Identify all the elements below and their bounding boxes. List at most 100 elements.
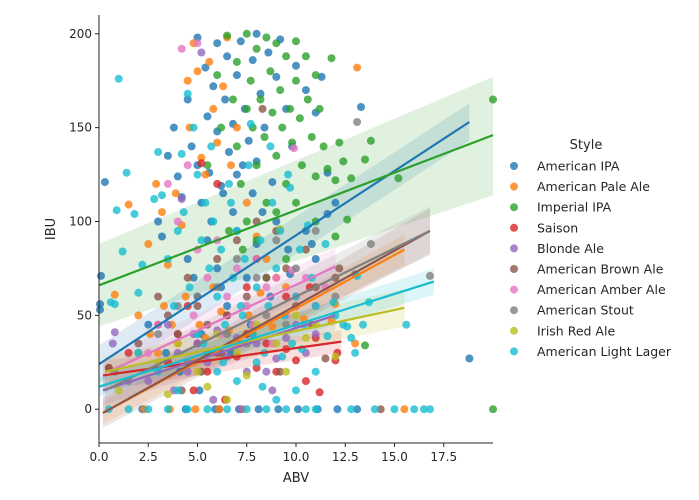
point-saison <box>301 377 310 386</box>
point-imperial-ipa <box>256 95 265 104</box>
point-american-pale-ale <box>181 292 190 301</box>
regression-line-irish-red-ale <box>104 306 405 373</box>
point-american-light-lager <box>252 283 261 292</box>
point-american-light-lager <box>258 382 267 391</box>
legend-marker-imperial-ipa <box>510 203 518 212</box>
legend-marker-saison <box>510 223 518 232</box>
point-imperial-ipa <box>276 86 285 95</box>
point-american-light-lager <box>272 264 281 273</box>
point-imperial-ipa <box>217 123 226 132</box>
point-imperial-ipa <box>203 161 212 170</box>
regression-line-american-ipa <box>98 121 470 366</box>
point-american-ipa <box>294 405 302 414</box>
point-imperial-ipa <box>242 104 251 113</box>
point-american-ipa <box>225 148 233 156</box>
point-american-light-lager <box>225 179 233 188</box>
point-imperial-ipa <box>311 71 320 80</box>
point-american-light-lager <box>343 322 352 331</box>
legend-marker-american-stout <box>510 306 518 315</box>
point-american-pale-ale <box>232 123 241 132</box>
point-imperial-ipa <box>272 208 281 217</box>
legend-marker-irish-red-ale <box>510 326 518 335</box>
point-blonde-ale <box>163 320 172 329</box>
point-american-pale-ale <box>163 260 172 269</box>
point-saison <box>252 363 261 372</box>
point-american-stout <box>311 226 320 235</box>
point-american-pale-ale <box>160 302 168 310</box>
legend-label-blonde-ale: Blonde Ale <box>537 241 604 256</box>
legend-marker-american-amber-ale <box>510 285 518 294</box>
point-american-brown-ale <box>134 339 143 348</box>
point-american-stout <box>426 271 434 280</box>
regression-line-blonde-ale <box>102 314 336 392</box>
point-american-amber-ale <box>262 283 271 292</box>
point-american-ipa <box>248 189 257 198</box>
point-blonde-ale <box>236 405 245 414</box>
point-american-brown-ale <box>242 292 251 301</box>
legend-marker-american-light-lager <box>510 347 518 356</box>
point-saison <box>189 386 198 395</box>
point-american-light-lager <box>169 302 178 310</box>
point-american-light-lager <box>130 210 139 218</box>
point-irish-red-ale <box>114 386 123 395</box>
point-irish-red-ale <box>292 311 300 320</box>
legend-marker-american-brown-ale <box>510 265 518 273</box>
x-tick-label: 0.0 <box>89 450 108 464</box>
point-american-pale-ale <box>158 208 166 217</box>
point-american-pale-ale <box>353 63 362 72</box>
point-american-pale-ale <box>152 179 161 188</box>
point-american-light-lager <box>278 352 287 361</box>
point-american-amber-ale <box>189 311 198 320</box>
point-american-light-lager <box>311 367 320 376</box>
point-irish-red-ale <box>301 333 310 342</box>
point-american-ipa <box>163 151 172 160</box>
point-american-light-lager <box>124 405 133 414</box>
legend-label-american-pale-ale: American Pale Ale <box>537 179 650 194</box>
point-american-amber-ale <box>272 273 281 282</box>
point-imperial-ipa <box>278 123 287 132</box>
point-american-ipa <box>183 95 192 104</box>
point-american-light-lager <box>288 339 297 348</box>
point-american-light-lager <box>201 198 210 207</box>
legend: Style American IPA American Pale Ale Imper… <box>510 138 672 359</box>
point-irish-red-ale <box>193 367 202 376</box>
point-american-pale-ale <box>256 288 265 297</box>
legend-label-imperial-ipa: Imperial IPA <box>537 200 612 215</box>
point-american-light-lager <box>213 292 222 301</box>
point-imperial-ipa <box>366 136 375 145</box>
point-irish-red-ale <box>242 371 251 380</box>
point-imperial-ipa <box>361 155 369 164</box>
point-american-pale-ale <box>219 82 228 91</box>
point-imperial-ipa <box>213 71 222 80</box>
point-imperial-ipa <box>272 151 281 160</box>
point-american-amber-ale <box>163 179 172 188</box>
point-american-light-lager <box>351 348 360 357</box>
point-american-light-lager <box>122 168 131 177</box>
point-american-pale-ale <box>213 138 222 147</box>
x-tick-label: 5.0 <box>188 450 207 464</box>
point-american-light-lager <box>112 206 121 215</box>
legend-marker-american-pale-ale <box>510 182 518 191</box>
point-american-pale-ale <box>110 290 119 299</box>
point-imperial-ipa <box>315 104 324 113</box>
point-american-ipa <box>96 305 104 314</box>
point-imperial-ipa <box>339 157 348 166</box>
point-american-amber-ale <box>203 273 212 282</box>
point-american-ipa <box>311 255 320 263</box>
point-american-stout <box>353 118 362 126</box>
point-imperial-ipa <box>262 198 271 207</box>
point-american-brown-ale <box>282 264 291 273</box>
point-blonde-ale <box>209 395 218 404</box>
point-american-ipa <box>252 29 261 38</box>
point-american-pale-ale <box>134 311 143 320</box>
point-american-pale-ale <box>171 189 180 198</box>
x-tick-label: 2.5 <box>139 450 158 464</box>
legend-title: Style <box>570 138 603 153</box>
point-american-light-lager <box>272 395 281 404</box>
point-american-light-lager <box>292 386 300 395</box>
regression-line-american-amber-ale <box>108 265 336 373</box>
point-american-ipa <box>97 271 105 280</box>
point-american-light-lager <box>301 405 310 414</box>
point-american-stout <box>292 264 300 273</box>
